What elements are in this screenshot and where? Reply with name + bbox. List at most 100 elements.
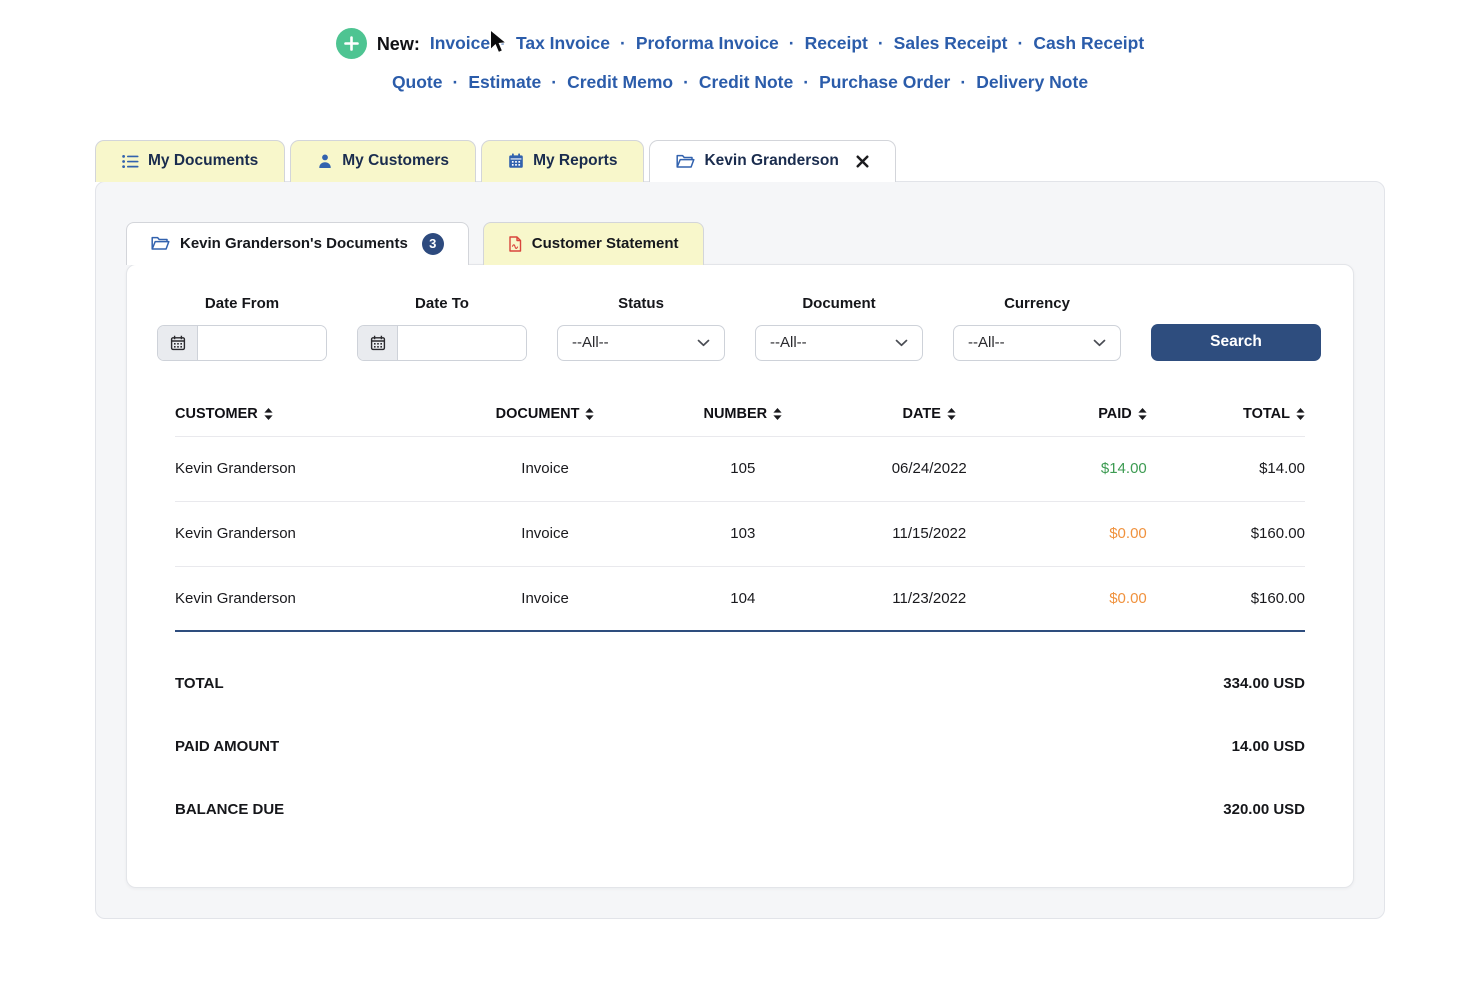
search-button[interactable]: Search — [1151, 323, 1321, 361]
new-link-proforma-invoice[interactable]: Proforma Invoice — [635, 32, 779, 53]
sort-icon — [1138, 408, 1147, 420]
cell-date: 11/15/2022 — [892, 525, 967, 542]
column-label: NUMBER — [703, 406, 768, 422]
column-label: CUSTOMER — [175, 406, 258, 422]
column-header-paid[interactable]: PAID — [1028, 406, 1147, 422]
sort-icon — [1296, 408, 1305, 420]
new-link-credit-note[interactable]: Credit Note — [698, 72, 794, 92]
subtab-customer-statement[interactable]: Customer Statement — [482, 221, 704, 265]
calendar-icon[interactable] — [358, 325, 398, 360]
cell-total: $160.00 — [1250, 525, 1305, 542]
chevron-down-icon — [1093, 339, 1106, 347]
calendar-icon[interactable] — [158, 325, 198, 360]
subtab-customer-documents[interactable]: Kevin Granderson's Documents 3 — [126, 221, 469, 265]
filter-bar: Date From — [127, 295, 1353, 361]
summary-label: PAID AMOUNT — [175, 737, 280, 755]
date-from-input[interactable] — [198, 325, 326, 360]
new-link-tax-invoice[interactable]: Tax Invoice — [515, 32, 610, 53]
column-label: PAID — [1098, 406, 1132, 422]
tab-my-customers[interactable]: My Customers — [290, 139, 477, 182]
column-header-number[interactable]: NUMBER — [655, 406, 830, 422]
table-row[interactable]: Kevin Granderson Invoice 104 11/23/2022 … — [175, 567, 1305, 632]
subtab-label: Customer Statement — [531, 235, 679, 252]
status-select[interactable]: --All-- — [557, 324, 725, 361]
summary-value: 334.00 USD — [1223, 674, 1305, 692]
filter-currency: Currency --All-- — [953, 295, 1121, 361]
plus-icon[interactable] — [335, 28, 367, 59]
new-menu-row-2: Quote · Estimate · Credit Memo · Credit … — [0, 72, 1480, 92]
new-link-quote[interactable]: Quote — [391, 72, 443, 92]
separator-dot: · — [960, 72, 967, 92]
separator-dot: · — [1017, 32, 1024, 53]
date-to-label: Date To — [415, 294, 469, 312]
separator-dot: · — [877, 32, 884, 53]
tab-my-reports[interactable]: My Reports — [481, 139, 645, 182]
cell-customer: Kevin Granderson — [175, 525, 296, 542]
column-header-date[interactable]: DATE — [830, 406, 1028, 422]
open-folder-icon — [151, 236, 170, 251]
filter-date-from: Date From — [157, 295, 327, 361]
summary-section: TOTAL 334.00 USD PAID AMOUNT 14.00 USD B… — [127, 632, 1353, 841]
new-link-receipt[interactable]: Receipt — [804, 32, 868, 53]
customer-panel: Kevin Granderson's Documents 3 Customer … — [95, 180, 1385, 919]
date-from-label: Date From — [204, 294, 280, 312]
new-link-invoice[interactable]: Invoice — [429, 32, 491, 53]
summary-label: TOTAL — [175, 674, 224, 692]
table-header-row: CUSTOMER DOCUMENT NUMBER DATE — [175, 393, 1305, 437]
separator-dot: · — [803, 72, 810, 92]
new-link-cash-receipt[interactable]: Cash Receipt — [1033, 32, 1145, 53]
currency-select[interactable]: --All-- — [953, 324, 1121, 361]
column-header-document[interactable]: DOCUMENT — [435, 406, 655, 422]
currency-label: Currency — [1004, 294, 1070, 312]
separator-dot: · — [683, 72, 689, 92]
tab-my-documents[interactable]: My Documents — [95, 139, 286, 182]
cell-customer: Kevin Granderson — [175, 460, 296, 477]
tab-label: My Customers — [342, 152, 450, 169]
open-folder-icon — [676, 154, 696, 169]
column-label: DOCUMENT — [495, 406, 580, 422]
sort-icon — [947, 408, 956, 420]
cell-paid: $14.00 — [1100, 460, 1147, 477]
new-link-purchase-order[interactable]: Purchase Order — [819, 72, 951, 92]
cell-paid: $0.00 — [1109, 525, 1147, 542]
filter-document: Document --All-- — [755, 295, 923, 361]
new-link-delivery-note[interactable]: Delivery Note — [976, 72, 1089, 92]
filter-search: Search — [1151, 295, 1321, 361]
sort-icon — [773, 408, 782, 420]
tab-label: Kevin Granderson — [704, 152, 839, 169]
list-icon — [122, 154, 139, 169]
column-header-customer[interactable]: CUSTOMER — [175, 406, 435, 422]
separator-dot: · — [551, 72, 558, 92]
summary-row-total: TOTAL 334.00 USD — [175, 652, 1305, 715]
close-icon[interactable] — [856, 154, 869, 168]
new-link-sales-receipt[interactable]: Sales Receipt — [893, 32, 1008, 53]
chevron-down-icon — [895, 339, 908, 347]
tab-label: My Reports — [533, 152, 618, 169]
document-select[interactable]: --All-- — [755, 324, 923, 361]
cell-date: 11/23/2022 — [892, 589, 967, 607]
chevron-down-icon — [697, 339, 710, 347]
table-row[interactable]: Kevin Granderson Invoice 105 06/24/2022 … — [175, 437, 1305, 502]
new-link-estimate[interactable]: Estimate — [468, 72, 542, 92]
document-label: Document — [802, 294, 876, 312]
cell-document: Invoice — [521, 589, 569, 607]
column-header-total[interactable]: TOTAL — [1147, 406, 1305, 422]
new-link-credit-memo[interactable]: Credit Memo — [567, 72, 674, 92]
currency-select-value: --All-- — [968, 334, 1005, 351]
person-icon — [317, 153, 333, 169]
tab-kevin-granderson[interactable]: Kevin Granderson — [649, 139, 896, 182]
cell-document: Invoice — [521, 525, 569, 542]
cell-number: 105 — [730, 460, 756, 477]
status-label: Status — [618, 294, 664, 312]
separator-dot: · — [788, 32, 795, 53]
cell-total: $160.00 — [1250, 589, 1305, 607]
separator-dot: · — [452, 72, 459, 92]
summary-row-balance-due: BALANCE DUE 320.00 USD — [175, 778, 1305, 841]
table-row[interactable]: Kevin Granderson Invoice 103 11/15/2022 … — [175, 502, 1305, 567]
column-label: DATE — [902, 406, 941, 422]
date-to-input[interactable] — [398, 325, 526, 360]
cell-document: Invoice — [521, 460, 569, 477]
sort-icon — [264, 408, 273, 420]
documents-card: Date From — [126, 263, 1354, 888]
cell-paid: $0.00 — [1109, 589, 1147, 607]
